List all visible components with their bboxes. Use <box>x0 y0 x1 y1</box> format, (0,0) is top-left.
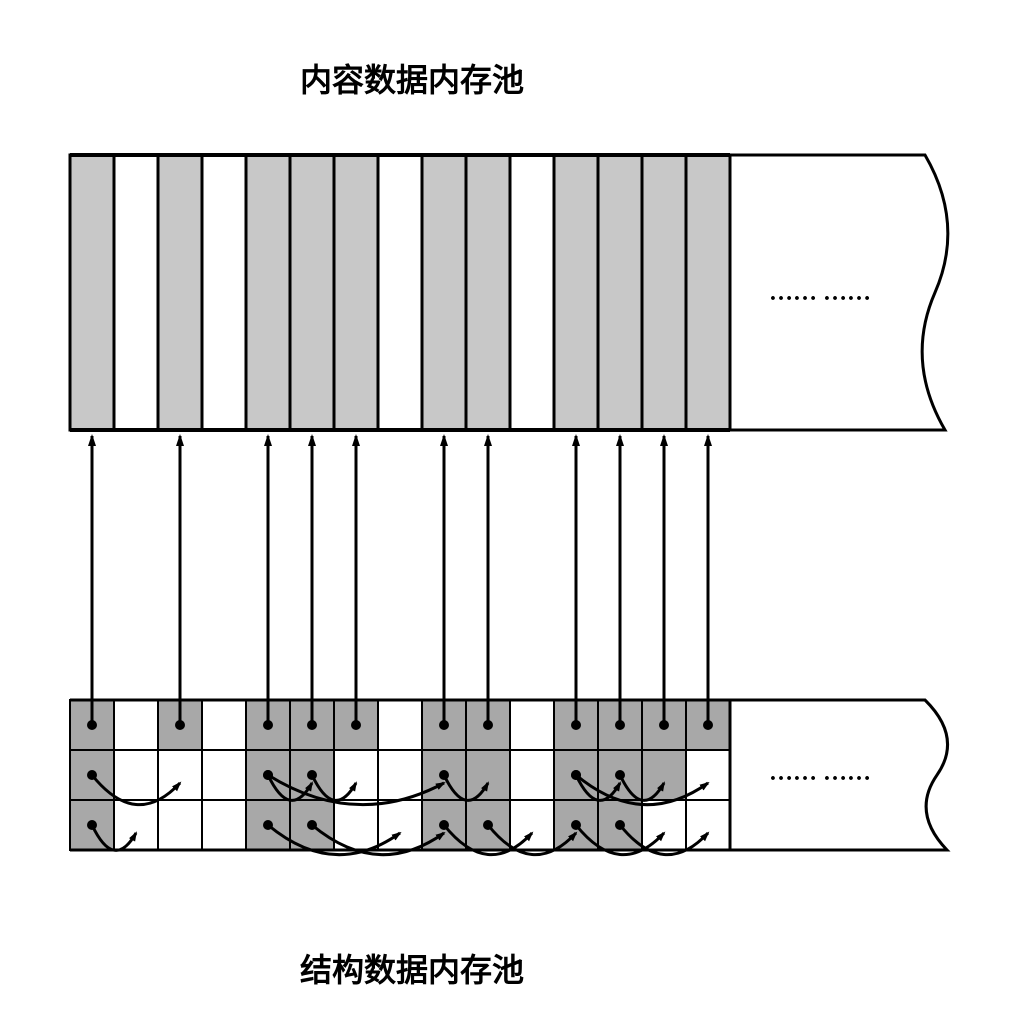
memory-pool-diagram: …… …… …… …… <box>0 0 1017 1016</box>
svg-text:…… ……: …… …… <box>769 760 871 786</box>
svg-text:…… ……: …… …… <box>769 280 871 306</box>
